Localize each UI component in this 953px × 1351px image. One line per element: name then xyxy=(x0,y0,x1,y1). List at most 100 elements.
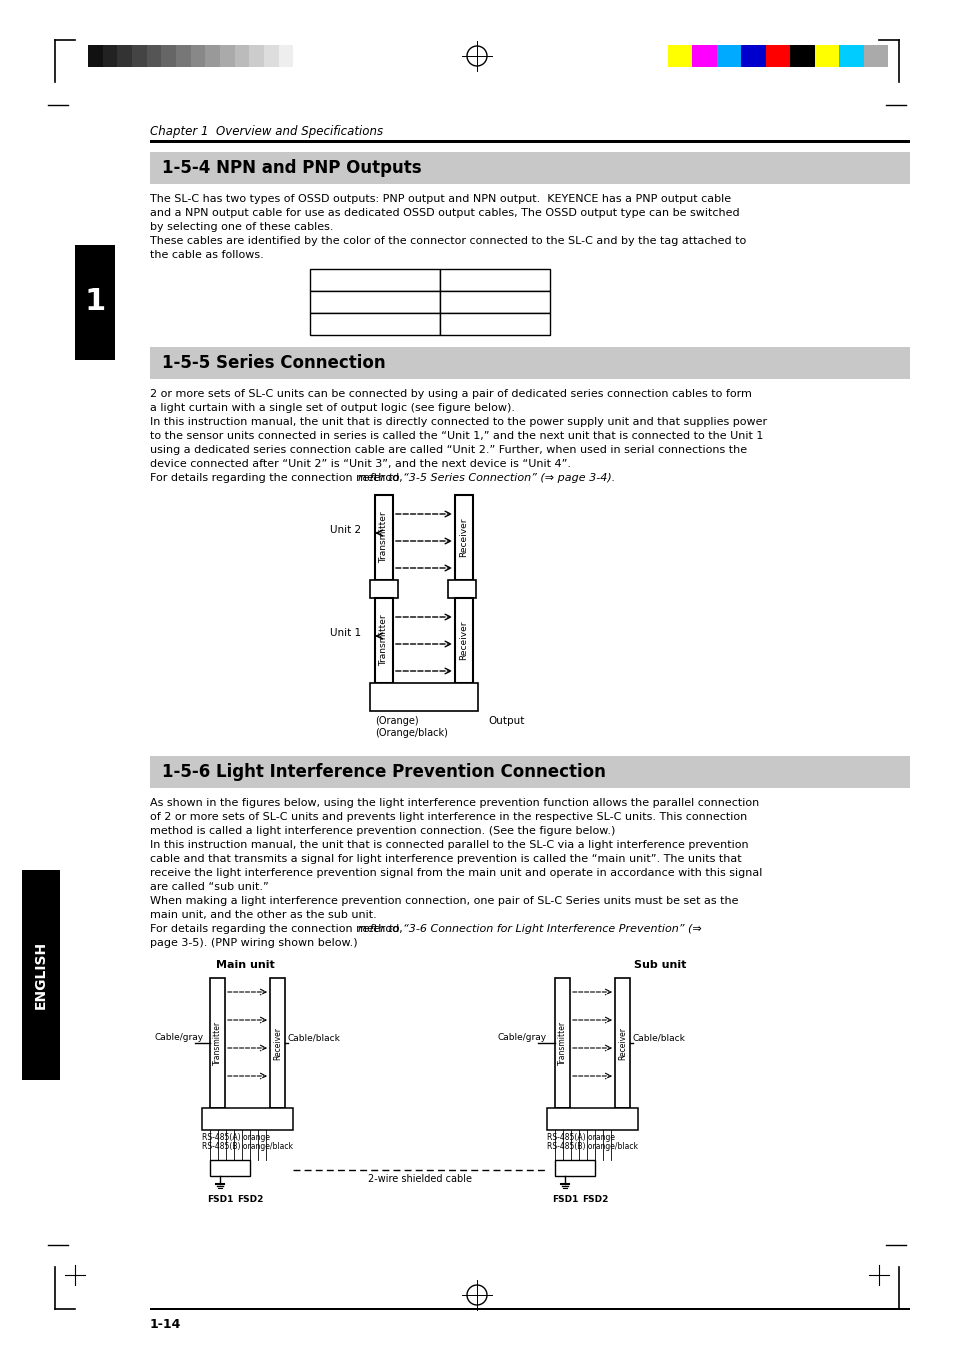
Text: Connector color: Connector color xyxy=(445,273,544,282)
Text: ENGLISH: ENGLISH xyxy=(34,940,48,1009)
Text: main unit, and the other as the sub unit.: main unit, and the other as the sub unit… xyxy=(150,911,376,920)
Bar xyxy=(765,45,789,68)
Text: FSD2: FSD2 xyxy=(236,1196,263,1204)
Bar xyxy=(150,141,909,143)
Text: device connected after “Unit 2” is “Unit 3”, and the next device is “Unit 4”.: device connected after “Unit 2” is “Unit… xyxy=(150,459,571,469)
Text: the cable as follows.: the cable as follows. xyxy=(150,250,263,259)
Bar xyxy=(210,978,225,1108)
Text: Grey: Grey xyxy=(481,317,508,327)
Bar xyxy=(555,978,569,1108)
Text: method is called a light interference prevention connection. (See the figure bel: method is called a light interference pr… xyxy=(150,825,615,836)
Bar xyxy=(370,580,397,598)
Bar xyxy=(839,45,862,68)
Text: FSD1: FSD1 xyxy=(552,1196,578,1204)
Bar xyxy=(310,290,439,313)
Text: NPN output cable: NPN output cable xyxy=(326,317,423,327)
Bar xyxy=(862,45,887,68)
Text: and a NPN output cable for use as dedicated OSSD output cables, The OSSD output : and a NPN output cable for use as dedica… xyxy=(150,208,739,218)
Bar xyxy=(310,269,439,290)
Text: (Orange)
(Orange/black): (Orange) (Orange/black) xyxy=(375,716,447,738)
Bar xyxy=(202,1108,293,1129)
Bar xyxy=(147,45,161,68)
Text: 1-5-6 Light Interference Prevention Connection: 1-5-6 Light Interference Prevention Conn… xyxy=(162,763,605,781)
Bar xyxy=(555,1161,595,1175)
Bar xyxy=(439,313,550,335)
Text: by selecting one of these cables.: by selecting one of these cables. xyxy=(150,222,334,232)
Text: 1-14: 1-14 xyxy=(150,1319,181,1331)
Bar xyxy=(448,580,476,598)
Bar xyxy=(310,313,439,335)
Bar xyxy=(249,45,264,68)
Text: RS-485(A) orange: RS-485(A) orange xyxy=(546,1133,615,1142)
Text: cable and that transmits a signal for light interference prevention is called th: cable and that transmits a signal for li… xyxy=(150,854,740,865)
Bar xyxy=(546,1108,638,1129)
Bar xyxy=(150,153,909,184)
Text: In this instruction manual, the unit that is directly connected to the power sup: In this instruction manual, the unit tha… xyxy=(150,417,766,427)
Text: The SL-C has two types of OSSD outputs: PNP output and NPN output.  KEYENCE has : The SL-C has two types of OSSD outputs: … xyxy=(150,195,730,204)
Text: These cables are identified by the color of the connector connected to the SL-C : These cables are identified by the color… xyxy=(150,236,745,246)
Text: to the sensor units connected in series is called the “Unit 1,” and the next uni: to the sensor units connected in series … xyxy=(150,431,762,440)
Text: Receiver: Receiver xyxy=(273,1027,282,1059)
Bar xyxy=(150,347,909,380)
Text: As shown in the figures below, using the light interference prevention function : As shown in the figures below, using the… xyxy=(150,798,759,808)
Bar xyxy=(439,269,550,290)
Bar xyxy=(814,45,839,68)
Bar xyxy=(150,1308,909,1310)
Text: Receiver: Receiver xyxy=(459,620,468,661)
Bar xyxy=(205,45,220,68)
Text: receive the light interference prevention signal from the main unit and operate : receive the light interference preventio… xyxy=(150,867,761,878)
Bar xyxy=(375,494,393,580)
Bar xyxy=(22,870,60,1079)
Text: refer to “3-5 Series Connection” (⇒ page 3-4).: refer to “3-5 Series Connection” (⇒ page… xyxy=(357,473,615,484)
Text: FSD2: FSD2 xyxy=(581,1196,608,1204)
Text: are called “sub unit.”: are called “sub unit.” xyxy=(150,882,269,892)
Text: Cable Type: Cable Type xyxy=(341,273,409,282)
Bar xyxy=(175,45,191,68)
Bar xyxy=(789,45,814,68)
Bar xyxy=(210,1161,250,1175)
Bar xyxy=(716,45,740,68)
Bar xyxy=(103,45,117,68)
Text: Transmitter: Transmitter xyxy=(213,1021,222,1065)
Text: When making a light interference prevention connection, one pair of SL-C Series : When making a light interference prevent… xyxy=(150,896,738,907)
Text: For details regarding the connection method,: For details regarding the connection met… xyxy=(150,473,406,484)
Bar xyxy=(293,45,308,68)
Text: 1-5-4 NPN and PNP Outputs: 1-5-4 NPN and PNP Outputs xyxy=(162,159,421,177)
Text: Cable/gray: Cable/gray xyxy=(497,1034,547,1043)
Text: For details regarding the connection method,: For details regarding the connection met… xyxy=(150,924,406,934)
Bar xyxy=(191,45,205,68)
Bar xyxy=(270,978,285,1108)
Bar xyxy=(455,598,473,684)
Text: Unit 2: Unit 2 xyxy=(330,526,361,535)
Bar xyxy=(234,45,249,68)
Bar xyxy=(278,45,293,68)
Text: Cable/black: Cable/black xyxy=(633,1034,685,1043)
Bar xyxy=(161,45,175,68)
Text: Unit 1: Unit 1 xyxy=(330,628,361,638)
Bar xyxy=(375,598,393,684)
Bar xyxy=(132,45,147,68)
Bar xyxy=(615,978,629,1108)
Text: a light curtain with a single set of output logic (see figure below).: a light curtain with a single set of out… xyxy=(150,403,515,413)
Text: Black: Black xyxy=(479,295,510,305)
Text: RS-485(B) orange/black: RS-485(B) orange/black xyxy=(546,1142,638,1151)
Text: Transmitter: Transmitter xyxy=(379,512,388,563)
Bar xyxy=(455,494,473,580)
Text: 2-wire shielded cable: 2-wire shielded cable xyxy=(368,1174,472,1183)
Text: In this instruction manual, the unit that is connected parallel to the SL-C via : In this instruction manual, the unit tha… xyxy=(150,840,748,850)
Bar xyxy=(220,45,234,68)
Text: 1-5-5 Series Connection: 1-5-5 Series Connection xyxy=(162,354,385,372)
Text: using a dedicated series connection cable are called “Unit 2.” Further, when use: using a dedicated series connection cabl… xyxy=(150,444,746,455)
Bar xyxy=(740,45,765,68)
Text: Transmitter: Transmitter xyxy=(379,615,388,666)
Text: page 3-5). (PNP wiring shown below.): page 3-5). (PNP wiring shown below.) xyxy=(150,938,357,948)
Text: Sub unit: Sub unit xyxy=(633,961,685,970)
Text: Main unit: Main unit xyxy=(215,961,274,970)
Text: refer to “3-6 Connection for Light Interference Prevention” (⇒: refer to “3-6 Connection for Light Inter… xyxy=(357,924,700,934)
Text: RS-485(B) orange/black: RS-485(B) orange/black xyxy=(202,1142,293,1151)
Text: Transmitter: Transmitter xyxy=(558,1021,566,1065)
Bar xyxy=(692,45,716,68)
Text: Synchronization cable: Synchronization cable xyxy=(370,689,477,698)
Text: +24V DC: +24V DC xyxy=(558,1162,592,1171)
Text: Cable/black: Cable/black xyxy=(288,1034,340,1043)
